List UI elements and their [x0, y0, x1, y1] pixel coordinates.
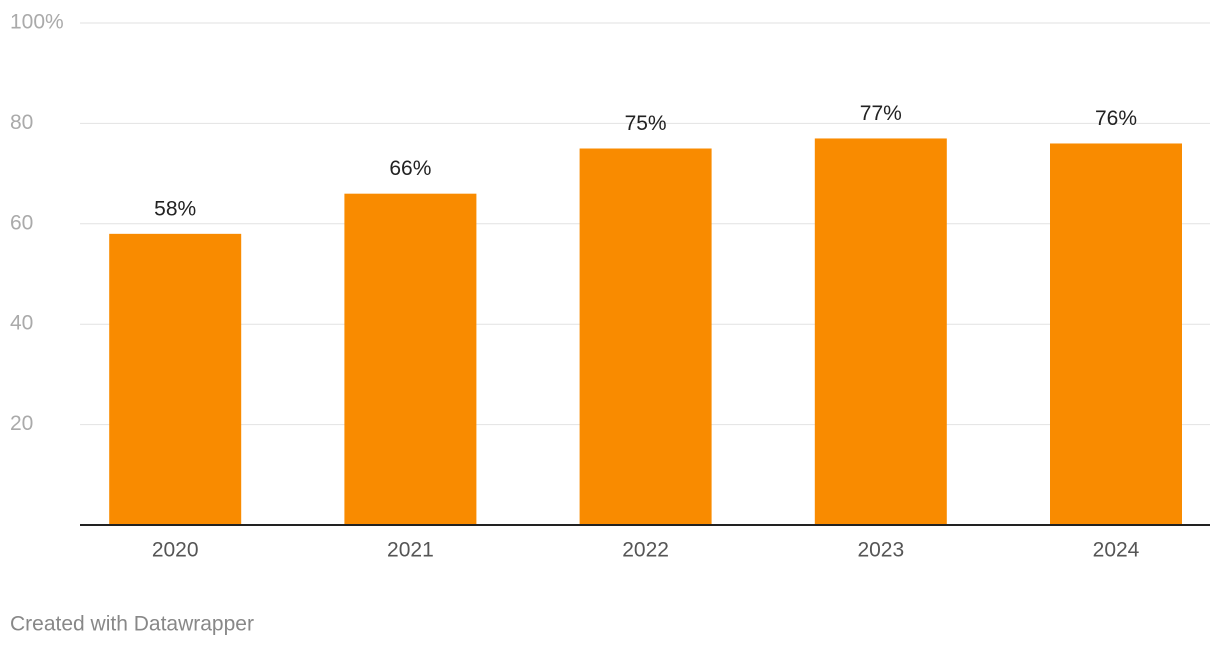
bar [1050, 143, 1182, 526]
y-tick-label: 80 [10, 111, 33, 134]
y-tick-label: 100% [10, 11, 64, 34]
value-label: 76% [1095, 107, 1137, 130]
x-tick-label: 2024 [1093, 539, 1140, 562]
x-tick-label: 2022 [622, 539, 669, 562]
value-label: 75% [625, 112, 667, 135]
x-tick-label: 2021 [387, 539, 434, 562]
x-tick-label: 2020 [152, 539, 199, 562]
bar [814, 138, 947, 525]
value-label: 66% [389, 157, 431, 180]
x-tick-label: 2023 [857, 539, 904, 562]
y-tick-label: 60 [10, 211, 33, 234]
y-tick-label: 20 [10, 412, 33, 435]
value-label: 58% [154, 197, 196, 220]
credit: Created with Datawrapper [10, 613, 254, 636]
bar [344, 193, 477, 525]
value-label: 77% [860, 102, 902, 125]
y-tick-label: 40 [10, 312, 33, 335]
bar [579, 148, 712, 525]
bar [109, 233, 242, 525]
